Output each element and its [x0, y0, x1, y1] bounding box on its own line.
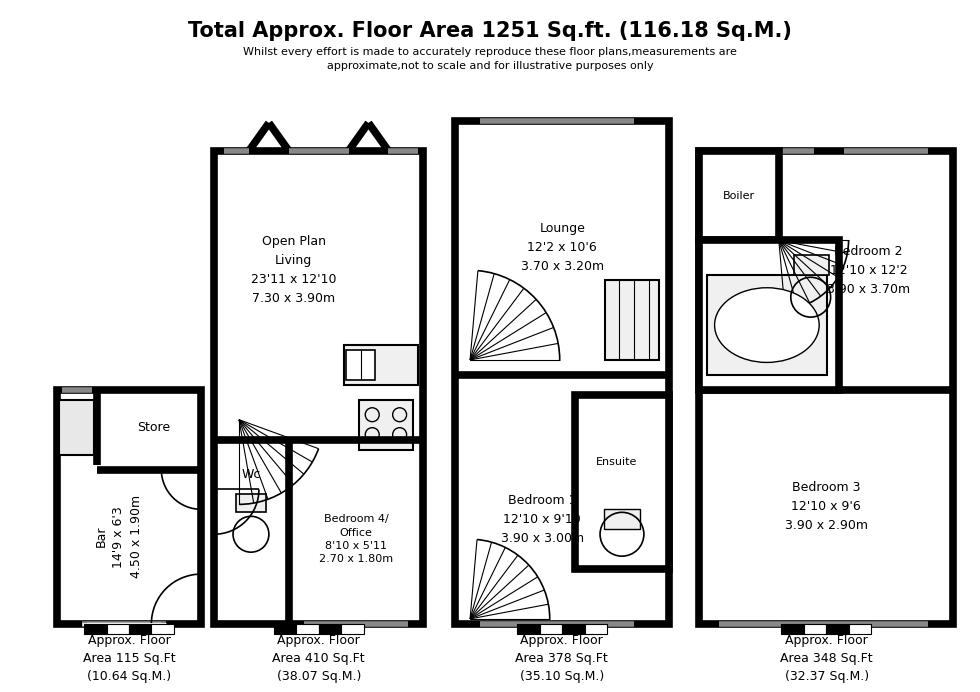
- Bar: [318, 624, 341, 634]
- Bar: [699, 151, 779, 240]
- Bar: [699, 240, 839, 390]
- Text: Approx. Floor
Area 410 Sq.Ft
(38.07 Sq.M.): Approx. Floor Area 410 Sq.Ft (38.07 Sq.M…: [272, 635, 365, 683]
- Bar: [781, 624, 804, 634]
- Bar: [236, 494, 266, 512]
- Bar: [273, 624, 296, 634]
- Text: Boiler: Boiler: [723, 190, 755, 201]
- Bar: [57, 390, 201, 624]
- Text: Approx. Floor
Area 115 Sq.Ft
(10.64 Sq.M.): Approx. Floor Area 115 Sq.Ft (10.64 Sq.M…: [82, 635, 175, 683]
- Text: Ensuite: Ensuite: [596, 457, 638, 467]
- Bar: [151, 624, 173, 634]
- Bar: [605, 280, 660, 360]
- Bar: [129, 624, 151, 634]
- Bar: [107, 624, 129, 634]
- Text: Bedroom 2
12'10 x 12'2
3.90 x 3.70m: Bedroom 2 12'10 x 12'2 3.90 x 3.70m: [827, 245, 910, 295]
- Text: Whilst every effort is made to accurately reproduce these floor plans,measuremen: Whilst every effort is made to accuratel…: [243, 47, 737, 71]
- Text: Bedroom 3
12'10 x 9'6
3.90 x 2.90m: Bedroom 3 12'10 x 9'6 3.90 x 2.90m: [785, 482, 867, 532]
- Bar: [214, 151, 423, 624]
- Bar: [84, 624, 107, 634]
- Text: Bedroom 1
12'10 x 9'10
3.90 x 3.00m: Bedroom 1 12'10 x 9'10 3.90 x 3.00m: [501, 494, 584, 545]
- Bar: [455, 121, 669, 624]
- Text: Total Approx. Floor Area 1251 Sq.ft. (116.18 Sq.M.): Total Approx. Floor Area 1251 Sq.ft. (11…: [188, 21, 792, 42]
- Bar: [359, 400, 414, 450]
- Bar: [794, 255, 829, 275]
- Ellipse shape: [714, 288, 819, 363]
- Bar: [699, 151, 954, 624]
- Text: Bar
14'9 x 6'3
4.50 x 1.90m: Bar 14'9 x 6'3 4.50 x 1.90m: [94, 495, 143, 579]
- Bar: [585, 624, 607, 634]
- Bar: [563, 624, 585, 634]
- Text: Wc: Wc: [241, 468, 261, 481]
- Bar: [341, 624, 364, 634]
- Text: Approx. Floor
Area 378 Sq.Ft
(35.10 Sq.M.): Approx. Floor Area 378 Sq.Ft (35.10 Sq.M…: [515, 635, 608, 683]
- Bar: [346, 350, 375, 380]
- Bar: [517, 624, 540, 634]
- Bar: [604, 509, 640, 529]
- Bar: [574, 395, 669, 569]
- Text: Approx. Floor
Area 348 Sq.Ft
(32.37 Sq.M.): Approx. Floor Area 348 Sq.Ft (32.37 Sq.M…: [780, 635, 873, 683]
- Bar: [804, 624, 826, 634]
- Bar: [826, 624, 849, 634]
- Bar: [344, 345, 418, 385]
- Text: Open Plan
Living
23'11 x 12'10
7.30 x 3.90m: Open Plan Living 23'11 x 12'10 7.30 x 3.…: [251, 235, 336, 305]
- Text: Lounge
12'2 x 10'6
3.70 x 3.20m: Lounge 12'2 x 10'6 3.70 x 3.20m: [520, 222, 604, 273]
- Bar: [59, 400, 94, 455]
- Bar: [849, 624, 871, 634]
- Bar: [540, 624, 563, 634]
- Text: Store: Store: [137, 421, 171, 434]
- Text: Bedroom 4/
Office
8'10 x 5'11
2.70 x 1.80m: Bedroom 4/ Office 8'10 x 5'11 2.70 x 1.8…: [318, 514, 393, 564]
- Bar: [296, 624, 318, 634]
- Bar: [708, 275, 827, 375]
